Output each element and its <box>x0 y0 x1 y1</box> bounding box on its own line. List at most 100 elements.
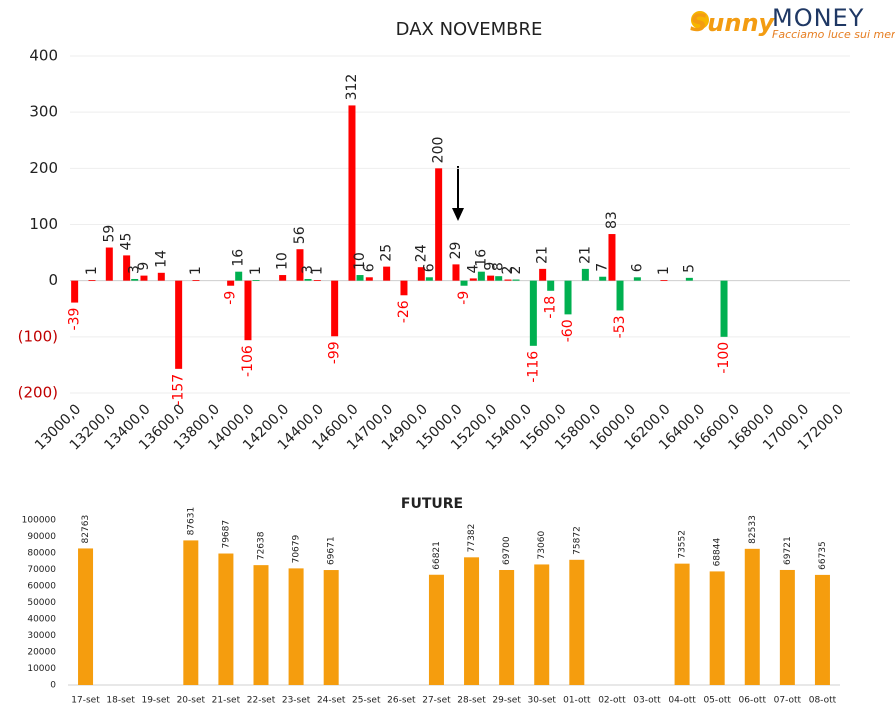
bar <box>814 574 830 685</box>
y-tick-label: (200) <box>18 384 58 402</box>
data-label: -116 <box>525 351 541 383</box>
bar <box>183 540 199 685</box>
y-tick-label: 80000 <box>27 549 56 559</box>
x-tick-label: 29-set <box>492 696 521 706</box>
bar <box>131 278 139 281</box>
x-tick-label: 28-set <box>457 696 486 706</box>
bar <box>428 574 444 685</box>
data-label: -18 <box>543 296 559 319</box>
bar <box>71 280 79 303</box>
data-label: 3 <box>127 265 143 274</box>
bar <box>244 280 252 341</box>
data-label: -53 <box>612 315 628 338</box>
x-tick-label: 06-ott <box>739 696 767 706</box>
data-label: 66735 <box>818 541 828 570</box>
bar <box>660 280 668 281</box>
data-label: -99 <box>327 341 343 364</box>
data-label: 1 <box>84 266 100 275</box>
bar <box>720 280 728 337</box>
bar <box>608 234 616 281</box>
y-tick-label: 100 <box>29 215 58 233</box>
data-label: 21 <box>577 246 593 264</box>
y-tick-label: 20000 <box>27 648 56 658</box>
data-label: -26 <box>396 300 412 323</box>
data-label: 69700 <box>502 536 512 565</box>
logo-brand: Sunny <box>690 9 776 37</box>
bar <box>417 267 425 281</box>
bar <box>452 264 460 281</box>
bar <box>477 271 485 281</box>
bar <box>400 280 408 296</box>
bar <box>253 565 269 685</box>
bar <box>192 280 200 281</box>
data-label: 69671 <box>327 536 337 565</box>
bar <box>504 279 512 281</box>
data-label: 24 <box>413 244 429 262</box>
data-label: 6 <box>361 263 377 272</box>
data-label: 59 <box>101 225 117 243</box>
y-tick-label: 30000 <box>27 631 56 641</box>
bar <box>564 280 572 315</box>
x-tick-label: 02-ott <box>598 696 626 706</box>
bar <box>331 280 339 337</box>
data-label: 79687 <box>221 520 231 549</box>
bar <box>227 280 235 286</box>
data-label: 6 <box>629 263 645 272</box>
bar <box>288 568 304 685</box>
data-label: -106 <box>240 345 256 377</box>
data-label: 77382 <box>467 524 477 553</box>
y-tick-label: 70000 <box>27 565 56 575</box>
bar <box>464 557 480 685</box>
x-tick-label: 17-set <box>71 696 100 706</box>
bar <box>356 275 364 281</box>
data-label: -9 <box>456 291 472 305</box>
bar <box>313 280 321 281</box>
y-tick-label: 300 <box>29 103 58 121</box>
y-tick-label: 400 <box>29 47 58 65</box>
bar <box>304 278 312 281</box>
x-tick-label: 23-set <box>282 696 311 706</box>
data-label: 73552 <box>678 530 688 559</box>
x-tick-label: 25-set <box>352 696 381 706</box>
y-tick-label: 0 <box>48 271 58 289</box>
y-tick-label: 200 <box>29 159 58 177</box>
x-tick-label: 30-set <box>527 696 556 706</box>
data-label: 5 <box>681 264 697 273</box>
bar <box>469 278 477 281</box>
bar <box>599 276 607 281</box>
chart-title: FUTURE <box>401 496 463 512</box>
arrow <box>452 166 464 221</box>
data-label: 68844 <box>713 538 723 567</box>
bar <box>512 279 520 281</box>
x-tick-label: 24-set <box>317 696 346 706</box>
data-label: 21 <box>535 246 551 264</box>
data-label: 200 <box>431 137 447 164</box>
data-label: 8 <box>491 262 507 271</box>
x-tick-label: 20-set <box>177 696 206 706</box>
bar <box>252 280 260 281</box>
data-label: 82763 <box>81 515 91 544</box>
data-label: 69721 <box>783 536 793 565</box>
bar <box>685 277 693 281</box>
data-label: 4 <box>465 264 481 273</box>
chart-title: DAX NOVEMBRE <box>396 19 543 40</box>
bar <box>779 569 795 685</box>
data-label: 9 <box>483 262 499 271</box>
data-label: 10 <box>352 252 368 270</box>
bar <box>539 268 547 281</box>
bar <box>709 571 725 685</box>
data-label: 1 <box>188 266 204 275</box>
data-label: -60 <box>560 319 576 342</box>
x-tick-label: 04-ott <box>668 696 696 706</box>
data-label: 56 <box>292 226 308 244</box>
data-label: 83 <box>604 211 620 229</box>
data-label: 73060 <box>537 531 547 560</box>
bar <box>435 168 443 281</box>
data-label: -39 <box>67 308 83 331</box>
bar <box>569 559 585 685</box>
x-tick-label: 22-set <box>247 696 276 706</box>
bar <box>105 247 113 281</box>
data-label: 14 <box>153 250 169 268</box>
